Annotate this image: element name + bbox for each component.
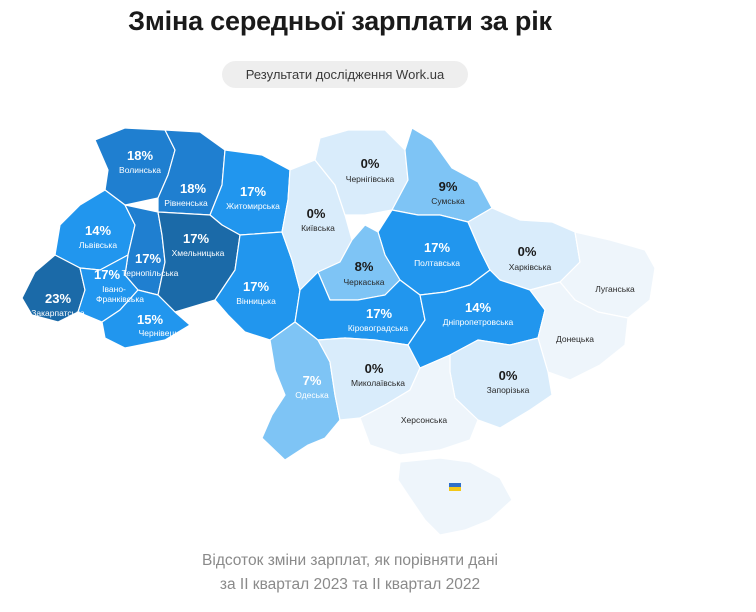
label-zaporizka-name: Запорізька	[487, 385, 530, 395]
page-title: Зміна середньої зарплати за рік	[128, 6, 552, 36]
label-odeska-value: 7%	[303, 373, 322, 388]
label-donetska-name: Донецька	[556, 334, 594, 344]
label-cherkaska-name: Черкаська	[343, 277, 384, 287]
region-donetska[interactable]	[529, 281, 629, 381]
label-dnipropetrovska-name: Дніпропетровська	[443, 317, 514, 327]
label-kyivska-value: 0%	[307, 206, 326, 221]
label-vinnytska-name: Вінницька	[236, 296, 276, 306]
label-mykolaivska-value: 0%	[365, 361, 384, 376]
label-lvivska-name: Львівська	[79, 240, 117, 250]
label-khersonska-name: Херсонська	[401, 415, 447, 425]
label-lvivska-value: 14%	[85, 223, 111, 238]
label-sumska-value: 9%	[439, 179, 458, 194]
label-kharkivska-value: 0%	[518, 244, 537, 259]
label-kharkivska-name: Харківська	[509, 262, 552, 272]
label-rivnenska-value: 18%	[180, 181, 206, 196]
regions-layer	[21, 127, 656, 536]
source-badge: Результати дослідження Work.ua	[222, 61, 468, 88]
label-poltavska-name: Полтавська	[414, 258, 460, 268]
label-kirovohradska-value: 17%	[366, 306, 392, 321]
label-volynska-value: 18%	[127, 148, 153, 163]
ukraine-flag-icon	[449, 483, 461, 491]
label-chernihivska-value: 0%	[361, 156, 380, 171]
label-khmelnytska-name: Хмельницька	[172, 248, 225, 258]
label-rivnenska-name: Рівненська	[164, 198, 208, 208]
footnote-line-1: Відсоток зміни зарплат, як порівняти дан…	[202, 552, 498, 569]
label-cherkaska-value: 8%	[355, 259, 374, 274]
label-odeska-name: Одеська	[295, 390, 329, 400]
label-ivano-frankivska-value: 17%	[94, 267, 120, 282]
region-labels: 18% Волинська 18% Рівненська 17% Житомир…	[31, 148, 635, 425]
region-khersonska[interactable]	[359, 354, 479, 456]
label-vinnytska-value: 17%	[243, 279, 269, 294]
label-ternopilska-value: 17%	[135, 251, 161, 266]
label-zhytomyrska-name: Житомирська	[226, 201, 280, 211]
region-crimea[interactable]	[397, 457, 513, 536]
label-kirovohradska-name: Кіровоградська	[348, 323, 409, 333]
label-khmelnytska-value: 17%	[183, 231, 209, 246]
label-zhytomyrska-value: 17%	[240, 184, 266, 199]
label-zaporizka-value: 0%	[499, 368, 518, 383]
label-dnipropetrovska-value: 14%	[465, 300, 491, 315]
label-chernivetska-name: Чернівецька	[139, 328, 188, 338]
label-ternopilska-name: Тернопільська	[122, 268, 179, 278]
label-mykolaivska-name: Миколаївська	[351, 378, 405, 388]
label-sumska-name: Сумська	[431, 196, 465, 206]
footnote-line-2: за II квартал 2023 та II квартал 2022	[219, 576, 481, 593]
label-chernihivska-name: Чернігівська	[346, 174, 395, 184]
label-zakarpatska-name: Закарпатська	[31, 308, 85, 318]
label-luhanska-name: Луганська	[595, 284, 635, 294]
region-chernivetska[interactable]	[101, 289, 191, 349]
label-ivano-frankivska-name: Івано-Франківська	[96, 284, 144, 304]
label-poltavska-value: 17%	[424, 240, 450, 255]
label-zakarpatska-value: 23%	[45, 291, 71, 306]
label-chernivetska-value: 15%	[137, 312, 163, 327]
label-volynska-name: Волинська	[119, 165, 161, 175]
region-sumska[interactable]	[391, 127, 493, 223]
label-kyivska-name: Київська	[301, 223, 335, 233]
